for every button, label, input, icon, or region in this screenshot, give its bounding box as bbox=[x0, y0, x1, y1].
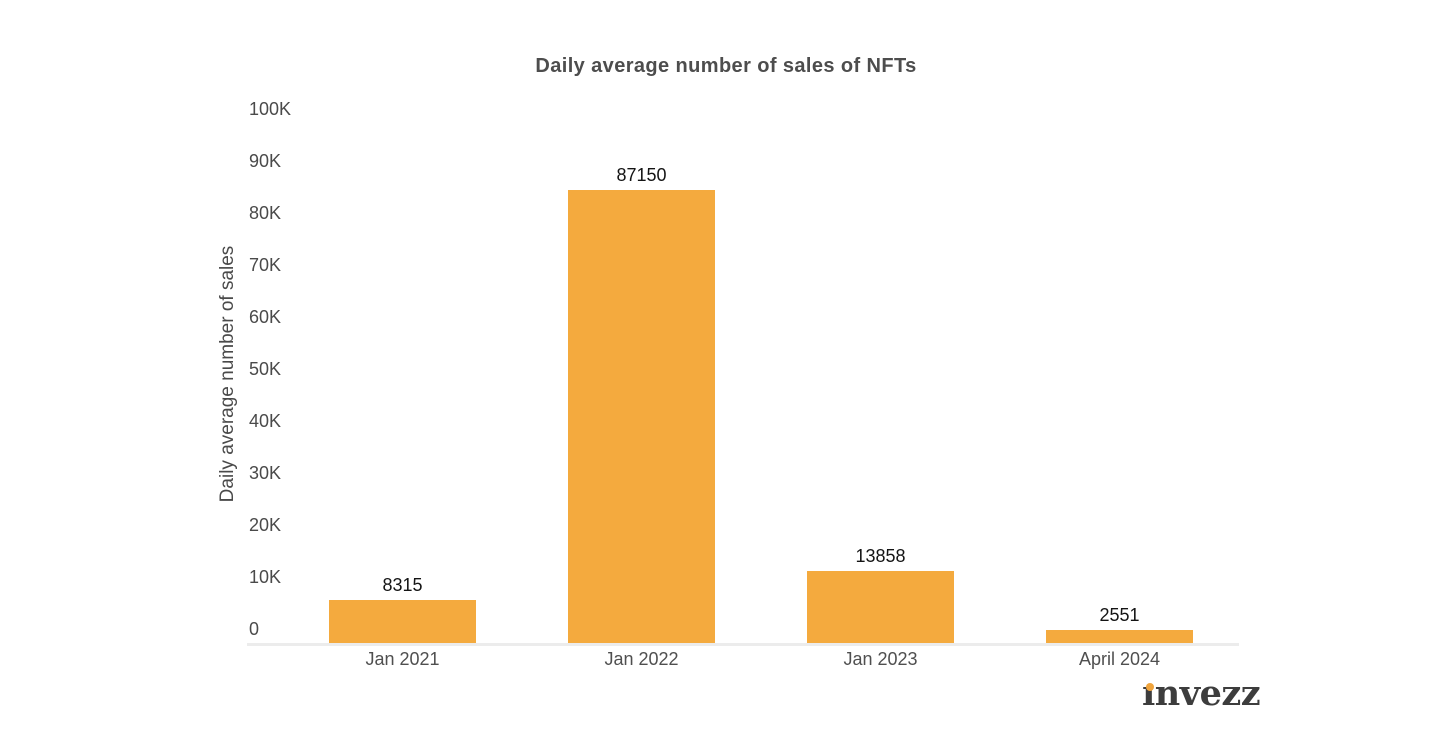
y-tick-label: 10K bbox=[249, 567, 282, 587]
chart-title: Daily average number of sales of NFTs bbox=[535, 55, 917, 77]
plot-area: 0 10K 20K 30K 40K 50K 60K 70K 80K 90K 100K 8315 Jan … bbox=[247, 99, 1239, 669]
x-tick-label: Jan 2022 bbox=[604, 649, 679, 669]
y-tick-label: 90K bbox=[249, 151, 282, 171]
invezz-logo: ınvezz bbox=[1142, 673, 1261, 714]
y-tick-label: 80K bbox=[249, 203, 282, 223]
x-tick-label: Jan 2021 bbox=[365, 649, 440, 669]
x-tick-label: Jan 2023 bbox=[843, 649, 918, 669]
bar-value-label: 13858 bbox=[855, 545, 906, 566]
bar-value-label: 8315 bbox=[382, 574, 423, 595]
y-tick-label: 50K bbox=[249, 359, 282, 379]
y-axis-title: Daily average number of sales bbox=[217, 245, 238, 503]
y-tick-label: 0 bbox=[249, 619, 260, 639]
bar bbox=[807, 570, 954, 643]
y-tick-label: 20K bbox=[249, 515, 282, 535]
bar bbox=[568, 189, 715, 643]
y-tick-label: 60K bbox=[249, 307, 282, 327]
bar bbox=[1046, 629, 1193, 643]
bar-value-label: 87150 bbox=[616, 164, 667, 185]
y-tick-label: 30K bbox=[249, 463, 282, 483]
logo-dot-icon bbox=[1146, 683, 1154, 691]
bar-value-label: 2551 bbox=[1099, 604, 1140, 625]
logo-text: ınvezz bbox=[1142, 673, 1261, 714]
bar bbox=[329, 599, 476, 643]
y-tick-label: 100K bbox=[249, 99, 292, 119]
x-tick-label: April 2024 bbox=[1078, 649, 1161, 669]
y-tick-label: 70K bbox=[249, 255, 282, 275]
y-tick-label: 40K bbox=[249, 411, 282, 431]
